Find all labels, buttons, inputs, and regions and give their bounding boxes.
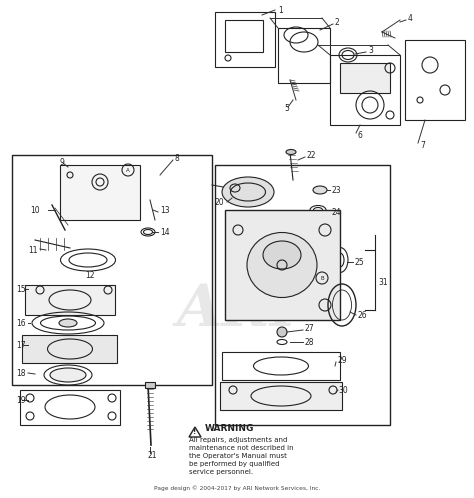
Text: 9: 9 bbox=[60, 157, 65, 166]
Text: 7: 7 bbox=[420, 140, 425, 149]
Text: 2: 2 bbox=[335, 17, 340, 26]
Text: 28: 28 bbox=[305, 338, 315, 347]
Text: 4: 4 bbox=[408, 13, 413, 22]
Text: ARI: ARI bbox=[176, 282, 298, 338]
Text: 24: 24 bbox=[332, 208, 342, 217]
Text: 3: 3 bbox=[368, 45, 373, 54]
Text: 20: 20 bbox=[215, 198, 225, 207]
Text: 10: 10 bbox=[30, 206, 40, 215]
Text: 23: 23 bbox=[332, 185, 342, 195]
Text: All repairs, adjustments and
maintenance not described in
the Operator's Manual : All repairs, adjustments and maintenance… bbox=[189, 437, 293, 475]
Ellipse shape bbox=[50, 368, 86, 382]
Text: 8: 8 bbox=[175, 153, 180, 162]
Text: 21: 21 bbox=[148, 451, 157, 460]
Ellipse shape bbox=[313, 186, 327, 194]
Bar bbox=[215, 165, 390, 425]
Bar bbox=[330, 55, 400, 125]
Text: 15: 15 bbox=[16, 284, 26, 293]
Bar bbox=[225, 210, 340, 320]
Ellipse shape bbox=[222, 177, 274, 207]
Circle shape bbox=[277, 327, 287, 337]
Bar bbox=[405, 40, 465, 120]
Bar bbox=[215, 12, 275, 67]
Bar bbox=[12, 155, 212, 385]
Text: 31: 31 bbox=[378, 277, 388, 286]
Text: 18: 18 bbox=[16, 369, 26, 377]
Text: 5: 5 bbox=[284, 104, 289, 113]
Text: 22: 22 bbox=[307, 150, 317, 159]
Text: Page design © 2004-2017 by ARI Network Services, Inc.: Page design © 2004-2017 by ARI Network S… bbox=[154, 486, 320, 491]
Text: !: ! bbox=[193, 429, 197, 435]
Text: 19: 19 bbox=[16, 395, 26, 404]
Text: WARNING: WARNING bbox=[205, 423, 255, 432]
Text: 6: 6 bbox=[358, 130, 363, 139]
Text: 16: 16 bbox=[16, 319, 26, 328]
Text: 27: 27 bbox=[305, 324, 315, 333]
Text: 17: 17 bbox=[16, 341, 26, 350]
Text: 30: 30 bbox=[338, 385, 348, 394]
Text: 11: 11 bbox=[28, 246, 37, 254]
Bar bbox=[340, 63, 390, 93]
Ellipse shape bbox=[263, 241, 301, 269]
Bar bbox=[220, 382, 342, 410]
Text: 1: 1 bbox=[278, 5, 283, 14]
Bar bbox=[225, 20, 263, 52]
Ellipse shape bbox=[286, 149, 296, 154]
Text: 26: 26 bbox=[358, 310, 368, 320]
Bar bbox=[278, 28, 330, 83]
Text: 14: 14 bbox=[160, 228, 170, 237]
Bar bbox=[145, 382, 155, 388]
Text: 25: 25 bbox=[355, 257, 365, 266]
Bar bbox=[60, 165, 140, 220]
Text: B: B bbox=[320, 275, 324, 280]
Text: A: A bbox=[126, 167, 130, 172]
Ellipse shape bbox=[59, 319, 77, 327]
Bar bbox=[222, 352, 340, 380]
Text: 29: 29 bbox=[338, 356, 347, 365]
Bar bbox=[25, 285, 115, 315]
Text: 12: 12 bbox=[85, 270, 94, 279]
Bar bbox=[20, 390, 120, 425]
Bar bbox=[22, 335, 117, 363]
Text: 13: 13 bbox=[160, 206, 170, 215]
Ellipse shape bbox=[247, 233, 317, 297]
